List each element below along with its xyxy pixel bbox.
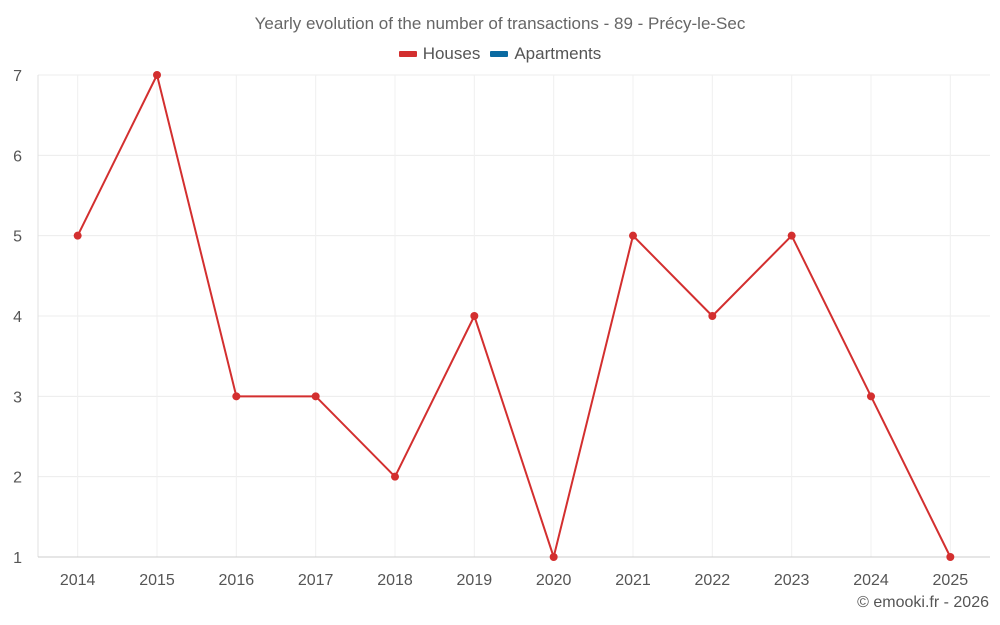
x-tick-label: 2022: [695, 572, 731, 589]
data-point: [867, 392, 875, 401]
data-point: [629, 231, 637, 240]
credit-text: © emooki.fr - 2026: [857, 594, 989, 611]
data-point: [946, 553, 955, 561]
data-point: [787, 231, 796, 240]
x-tick-label: 2018: [377, 572, 413, 589]
x-tick-label: 2021: [615, 572, 651, 589]
x-tick-label: 2023: [774, 572, 810, 589]
legend-swatch-houses: [398, 51, 417, 57]
legend: Houses Apartments: [0, 44, 1000, 64]
x-tick-label: 2019: [457, 572, 493, 589]
data-point: [391, 472, 399, 481]
data-point: [311, 392, 320, 401]
x-tick-label: 2017: [298, 572, 334, 589]
y-tick-label: 5: [13, 229, 22, 246]
y-tick-label: 1: [13, 550, 22, 567]
data-point: [232, 392, 241, 401]
legend-swatch-apartments: [490, 51, 509, 57]
x-tick-label: 2015: [139, 572, 175, 589]
y-tick-label: 6: [13, 148, 22, 165]
legend-item-houses[interactable]: Houses: [398, 44, 481, 64]
legend-label-apartments: Apartments: [514, 44, 602, 63]
legend-label-houses: Houses: [422, 44, 481, 63]
data-point: [73, 231, 82, 240]
x-tick-label: 2020: [536, 572, 572, 589]
legend-item-apartments[interactable]: Apartments: [490, 44, 601, 64]
data-point: [549, 553, 558, 561]
y-tick-label: 3: [13, 389, 22, 406]
x-tick-label: 2014: [60, 572, 96, 589]
y-tick-label: 4: [13, 309, 22, 326]
series-line-houses: [76, 74, 952, 558]
data-point: [153, 71, 161, 79]
data-point: [470, 312, 479, 320]
x-tick-label: 2025: [933, 572, 969, 589]
data-point: [708, 312, 717, 320]
chart-title: Yearly evolution of the number of transa…: [254, 14, 746, 33]
x-tick-label: 2024: [853, 572, 889, 589]
x-tick-label: 2016: [219, 572, 255, 589]
y-tick-label: 2: [13, 470, 22, 487]
y-tick-label: 7: [13, 68, 22, 85]
